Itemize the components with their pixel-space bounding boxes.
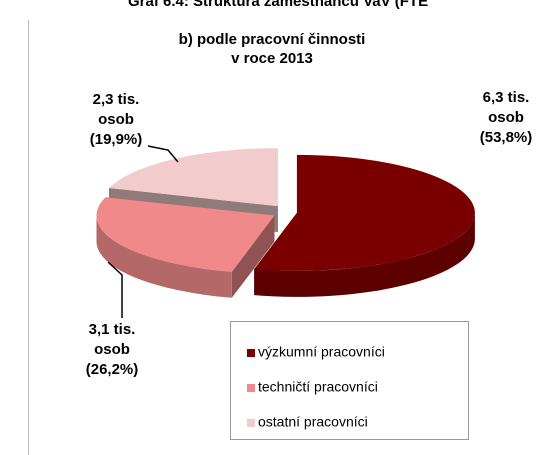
data-label: osob <box>488 109 524 126</box>
data-label: (26,2%) <box>86 361 139 378</box>
legend-swatch <box>247 349 255 357</box>
slice <box>96 197 275 272</box>
legend-swatch <box>247 384 255 392</box>
legend-swatch <box>247 419 255 427</box>
legend-label: výzkumní pracovníci <box>258 344 385 360</box>
caption: Graf 6.4: Struktura zaměstnanců VaV (FTE <box>128 0 428 10</box>
legend-label: ostatní pracovníci <box>258 414 368 430</box>
data-label: 3,1 tis. <box>89 321 136 338</box>
legend-label: techničtí pracovníci <box>258 379 378 395</box>
pie <box>96 148 475 298</box>
chart-title: b) podle pracovní činnosti <box>179 31 366 48</box>
slice <box>108 148 278 207</box>
labels: 6,3 tis. osob (53,8%) 3,1 tis. osob (26,2%) 2,… <box>86 89 533 430</box>
data-label: (19,9%) <box>90 131 143 148</box>
data-label: 2,3 tis. <box>93 91 140 108</box>
chart-title: v roce 2013 <box>231 50 313 67</box>
slice-side <box>254 212 475 297</box>
slice-side <box>96 215 232 298</box>
leader-line <box>147 145 179 163</box>
leader-line <box>107 261 123 318</box>
legend <box>230 321 469 440</box>
data-label: (53,8%) <box>480 129 533 146</box>
data-label: 6,3 tis. <box>483 89 530 106</box>
data-label: osob <box>98 111 134 128</box>
slice <box>254 154 475 271</box>
data-label: osob <box>94 341 130 358</box>
